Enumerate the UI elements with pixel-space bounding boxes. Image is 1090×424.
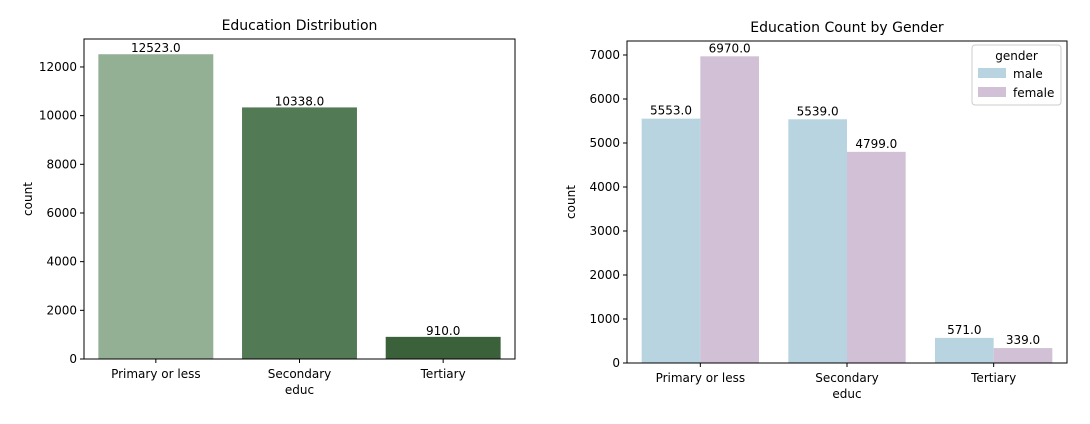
y-tick-label: 0	[612, 356, 620, 370]
chart-1: Education Distribution 12523.0 10338.0 910.…	[21, 18, 516, 397]
bar-female-2	[847, 151, 906, 363]
bar-female-3	[993, 348, 1053, 363]
bar-male-1	[641, 118, 701, 363]
y-tick-label: 6000	[46, 206, 77, 220]
legend-swatch-female	[978, 87, 1006, 97]
x-tick-label: Primary or less	[656, 371, 746, 385]
legend-label-female: female	[1013, 86, 1054, 100]
legend-label-male: male	[1013, 67, 1043, 81]
data-label: 5553.0	[650, 104, 692, 118]
y-tick-label: 0	[69, 352, 77, 366]
chart-title: Education Count by Gender	[750, 20, 944, 36]
x-tick-label: Tertiary	[970, 371, 1016, 385]
y-axis-label: count	[564, 185, 578, 219]
data-label: 339.0	[1006, 333, 1040, 347]
y-axis-label: count	[21, 182, 35, 216]
data-label: 910.0	[426, 324, 460, 338]
y-tick-label: 7000	[589, 48, 620, 62]
y-tick-label: 1000	[589, 312, 620, 326]
x-axis-label: educ	[285, 383, 314, 397]
legend-swatch-male	[978, 68, 1006, 78]
y-tick-label: 4000	[589, 180, 620, 194]
bar-1	[98, 54, 214, 359]
bar-male-3	[935, 337, 994, 363]
chart-2: Education Count by Gender 5553.0 5539.0 571…	[564, 20, 1068, 401]
bar-female-1	[700, 56, 759, 364]
data-label: 12523.0	[131, 41, 181, 55]
y-tick-label: 12000	[39, 60, 77, 74]
x-tick-label: Secondary	[815, 371, 879, 385]
y-tick-label: 2000	[589, 268, 620, 282]
y-tick-label: 3000	[589, 224, 620, 238]
data-label: 4799.0	[855, 137, 897, 151]
data-label: 5539.0	[797, 104, 839, 118]
x-axis-label: educ	[832, 387, 861, 401]
chart-title: Education Distribution	[222, 18, 378, 34]
y-tick-label: 5000	[589, 136, 620, 150]
y-tick-label: 4000	[46, 255, 77, 269]
x-tick-label: Secondary	[268, 367, 332, 381]
y-tick-label: 10000	[39, 109, 77, 123]
data-label: 571.0	[947, 323, 981, 337]
x-tick-label: Tertiary	[420, 367, 466, 381]
data-label: 10338.0	[275, 94, 325, 108]
y-tick-label: 2000	[46, 303, 77, 317]
legend-title: gender	[995, 49, 1038, 63]
y-tick-label: 6000	[589, 92, 620, 106]
bar-2	[242, 107, 357, 360]
y-tick-label: 8000	[46, 157, 77, 171]
x-tick-label: Primary or less	[111, 367, 201, 381]
data-label: 6970.0	[709, 41, 751, 55]
bar-male-2	[788, 119, 847, 363]
bar-3	[385, 336, 501, 359]
